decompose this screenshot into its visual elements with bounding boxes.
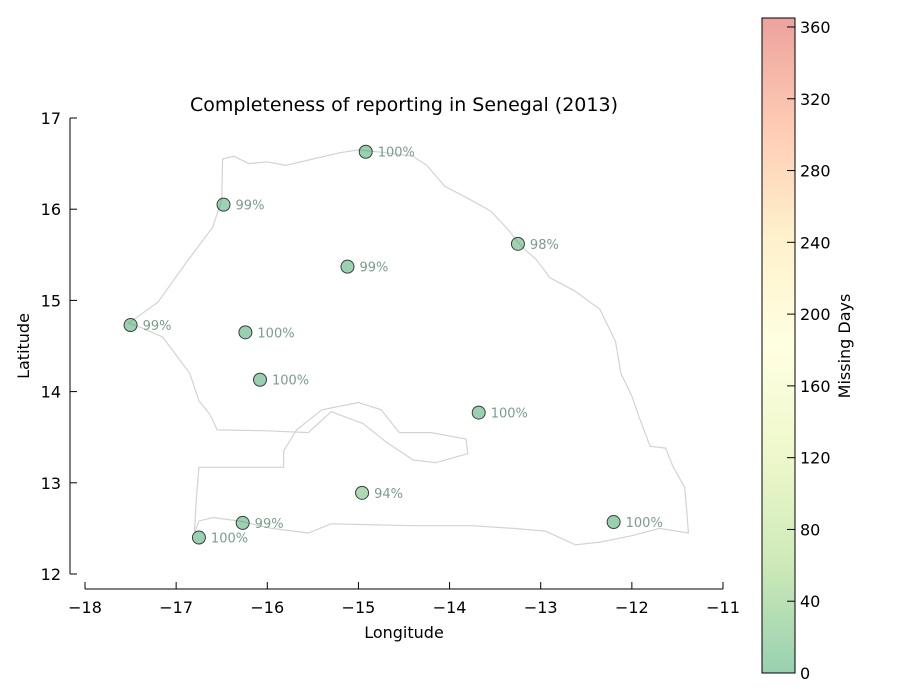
x-tick-label: −14	[433, 598, 467, 617]
colorbar-tick-label: 80	[800, 520, 820, 539]
station-label: 100%	[491, 407, 528, 422]
colorbar-label: Missing Days	[835, 294, 854, 399]
colorbar-tick-label: 200	[800, 305, 831, 324]
x-tick-label: −13	[524, 598, 558, 617]
station-label: 100%	[272, 374, 309, 389]
data-points: 100% 99% 98% 99% 99% 100% 100% 100% 94% 99% 100% 10…	[123, 144, 663, 547]
x-ticks: −18 −17 −16 −15 −14 −13 −12 −11	[68, 582, 740, 617]
x-axis-label: Longitude	[364, 623, 444, 642]
station-point	[216, 197, 231, 212]
colorbar	[761, 17, 796, 674]
colorbar-ticks: 0 40 80 120 160 200 240 280 320 360	[787, 18, 831, 683]
x-tick-label: −11	[706, 598, 740, 617]
station-label: 99%	[143, 319, 172, 334]
station-label: 99%	[236, 199, 265, 214]
station-point	[340, 259, 355, 274]
y-tick-label: 16	[41, 200, 61, 219]
station-label: 100%	[257, 326, 294, 341]
colorbar-tick-label: 240	[800, 233, 831, 252]
colorbar-tick-label: 360	[800, 18, 831, 37]
station-label: 94%	[374, 487, 403, 502]
station-point	[235, 515, 250, 530]
station-label: 100%	[378, 146, 415, 161]
station-point	[355, 485, 370, 500]
station-point	[471, 405, 486, 420]
x-tick-label: −17	[159, 598, 193, 617]
colorbar-tick-label: 40	[800, 592, 820, 611]
y-tick-label: 13	[41, 474, 61, 493]
station-point	[191, 530, 206, 545]
colorbar-tick-label: 0	[800, 664, 810, 683]
station-point	[606, 515, 621, 530]
station-point	[510, 236, 525, 251]
station-point	[238, 325, 253, 340]
colorbar-tick-label: 280	[800, 162, 831, 181]
x-tick-label: −12	[615, 598, 649, 617]
x-tick-label: −18	[68, 598, 102, 617]
station-label: 99%	[255, 517, 284, 532]
y-tick-label: 12	[41, 565, 61, 584]
country-outline	[127, 149, 690, 546]
chart-title: Completeness of reporting in Senegal (20…	[190, 94, 618, 116]
station-label: 100%	[626, 516, 663, 531]
colorbar-tick-label: 160	[800, 377, 831, 396]
colorbar-tick-label: 120	[800, 449, 831, 468]
y-tick-label: 17	[41, 109, 61, 128]
colorbar-tick-label: 320	[800, 90, 831, 109]
y-tick-label: 14	[41, 383, 61, 402]
station-point	[252, 372, 267, 387]
station-label: 98%	[530, 238, 559, 253]
y-tick-label: 15	[41, 291, 61, 310]
station-label: 100%	[211, 532, 248, 547]
x-tick-label: −15	[342, 598, 376, 617]
y-ticks: 12 13 14 15 16 17	[41, 109, 77, 584]
station-point	[123, 318, 138, 333]
station-point	[358, 144, 373, 159]
station-label: 99%	[359, 261, 388, 276]
x-tick-label: −16	[250, 598, 284, 617]
y-axis-label: Latitude	[14, 313, 33, 379]
